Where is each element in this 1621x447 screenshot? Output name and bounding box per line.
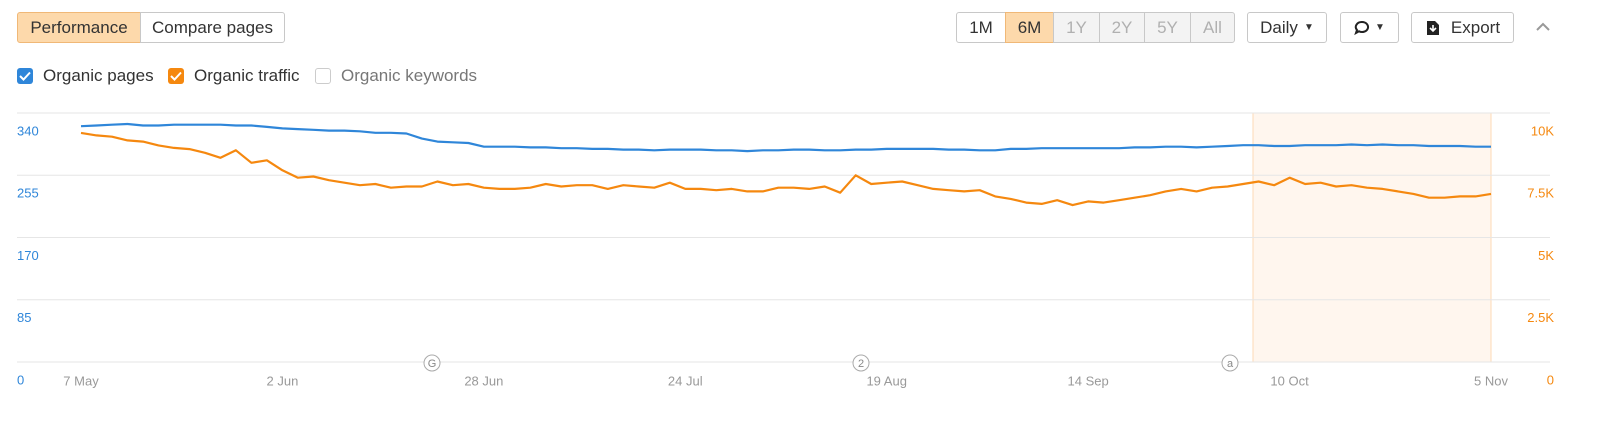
annotation[interactable]: 2 <box>852 354 870 372</box>
x-tick-label: 28 Jun <box>464 373 503 388</box>
range-button: 5Y <box>1144 12 1191 43</box>
range-button[interactable]: 6M <box>1005 12 1054 43</box>
range-button: All <box>1190 12 1235 43</box>
x-tick-label: 5 Nov <box>1474 373 1508 388</box>
legend-item[interactable]: Organic keywords <box>315 66 477 86</box>
series-line <box>80 131 1492 207</box>
export-icon <box>1426 20 1439 35</box>
annotation-label: a <box>1227 358 1234 370</box>
checkbox <box>168 68 184 84</box>
comment-icon <box>1354 20 1370 35</box>
caret: ▼ <box>1375 22 1385 33</box>
checkbox <box>17 68 33 84</box>
x-tick-label: 14 Sep <box>1068 373 1109 388</box>
comments-dropdown[interactable]: ▼ <box>1340 12 1399 43</box>
range-button[interactable]: 1M <box>956 12 1006 43</box>
interval-label: Daily <box>1260 17 1298 37</box>
checkbox <box>315 68 331 84</box>
legend-label: Organic traffic <box>194 66 300 85</box>
y2-tick-label: 7.5K <box>1527 186 1554 201</box>
lines <box>80 122 1492 207</box>
range-button: 1Y <box>1053 12 1100 43</box>
x-tick-label: 24 Jul <box>668 373 703 388</box>
tab-button[interactable]: Compare pages <box>140 12 285 43</box>
y-tick-label: 340 <box>17 123 39 138</box>
export-label: Export <box>1450 17 1501 37</box>
x-tick-label: 7 May <box>63 373 99 388</box>
x-tick-label: 10 Oct <box>1270 373 1309 388</box>
y2-tick-label: 5K <box>1538 248 1554 263</box>
y-tick-label: 170 <box>17 248 39 263</box>
x-tick-label: 2 Jun <box>267 373 299 388</box>
y-tick-label: 255 <box>17 186 39 201</box>
series-line <box>80 122 1491 153</box>
y2-tick-label: 10K <box>1531 123 1554 138</box>
grid: 0 85 170 255 340 0 2.5K 5K 7.5K 10K 7 May 2 Jun 28 J… <box>17 112 1554 388</box>
tab-button[interactable]: Performance <box>17 12 141 43</box>
annotation-label: G <box>428 358 437 370</box>
annotation-label: 2 <box>858 358 864 370</box>
y2-tick-label: 0 <box>1547 372 1554 387</box>
y-tick-label: 85 <box>17 310 31 325</box>
y-tick-label: 0 <box>17 372 24 387</box>
export-button[interactable]: Export <box>1411 12 1514 43</box>
range-button: 2Y <box>1099 12 1145 43</box>
collapse-button[interactable] <box>1535 20 1551 32</box>
legend-item[interactable]: Organic traffic <box>168 66 300 86</box>
caret: ▼ <box>1303 22 1314 33</box>
annotation[interactable]: G <box>423 354 441 372</box>
legend-label: Organic keywords <box>341 66 478 85</box>
y2-tick-label: 2.5K <box>1527 310 1554 325</box>
x-tick-label: 19 Aug <box>866 373 907 388</box>
interval-dropdown[interactable]: Daily ▼ <box>1247 12 1327 43</box>
annotation[interactable]: a <box>1221 354 1239 372</box>
legend-item[interactable]: Organic pages <box>17 66 154 86</box>
legend-label: Organic pages <box>43 66 154 85</box>
